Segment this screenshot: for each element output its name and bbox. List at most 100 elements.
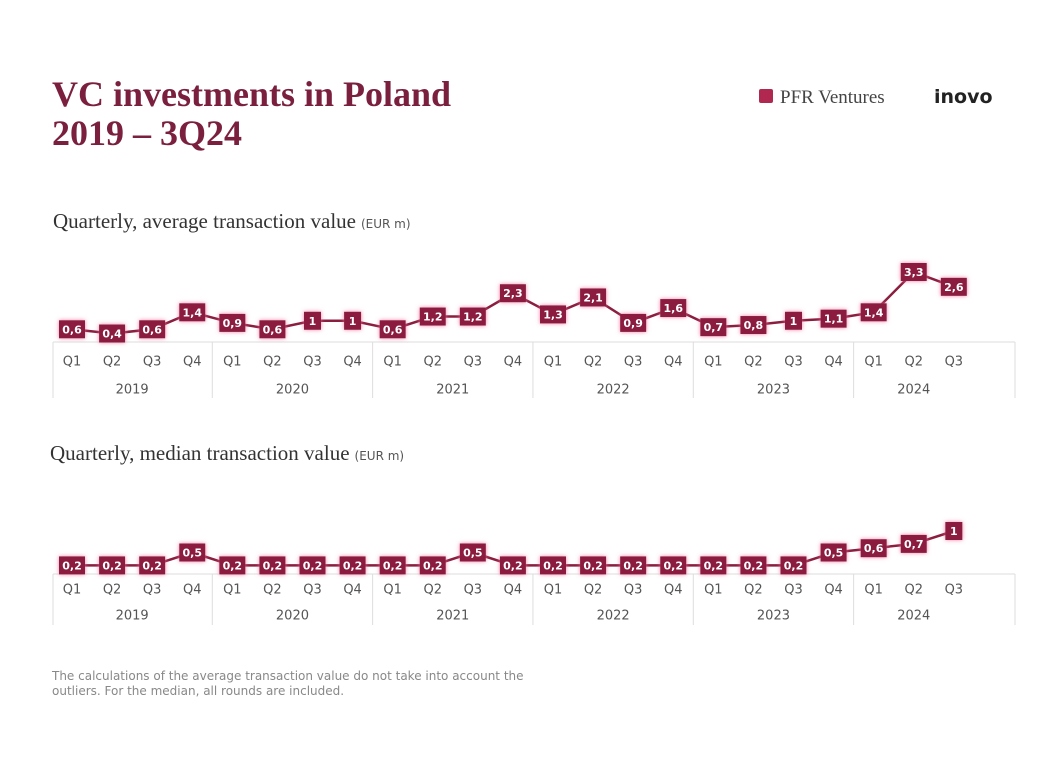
value-label: 0,2 <box>543 559 563 572</box>
value-marker <box>59 320 85 339</box>
value-marker <box>780 556 807 575</box>
quarter-label: Q2 <box>904 355 923 370</box>
value-marker <box>339 556 366 575</box>
value-marker <box>700 318 727 337</box>
value-label: 3,3 <box>904 266 924 279</box>
value-marker <box>419 556 446 575</box>
value-label: 0,2 <box>303 559 323 572</box>
unit: (EUR m) <box>361 217 411 231</box>
value-marker <box>660 299 687 318</box>
value-marker <box>379 556 406 575</box>
quarter-label: Q1 <box>383 583 402 598</box>
year-label: 2020 <box>276 383 309 398</box>
year-label: 2021 <box>436 383 469 398</box>
chart-title: Quarterly, median transaction value (EUR … <box>50 441 404 465</box>
value-label: 0,2 <box>664 559 684 572</box>
year-label: 2024 <box>897 609 930 624</box>
year-label: 2019 <box>116 609 149 624</box>
value-label: 2,1 <box>583 291 603 304</box>
quarter-label: Q2 <box>423 583 442 598</box>
quarter-label: Q4 <box>664 355 683 370</box>
quarter-label: Q1 <box>223 583 242 598</box>
value-marker <box>419 307 446 326</box>
value-label: 1,3 <box>543 308 563 321</box>
value-label: 1,1 <box>824 313 844 326</box>
value-label: 0,6 <box>263 323 283 336</box>
quarter-label: Q2 <box>423 355 442 370</box>
quarter-label: Q3 <box>303 355 322 370</box>
value-label: 0,2 <box>102 559 122 572</box>
value-label: 1,4 <box>864 306 884 319</box>
quarter-label: Q3 <box>784 583 803 598</box>
quarter-label: Q2 <box>263 583 282 598</box>
value-marker <box>740 556 767 575</box>
value-label: 1,6 <box>664 302 684 315</box>
quarter-label: Q1 <box>704 355 723 370</box>
value-marker <box>860 303 887 322</box>
quarter-label: Q1 <box>544 583 563 598</box>
value-marker <box>700 556 727 575</box>
value-marker <box>299 556 326 575</box>
value-marker <box>620 313 647 332</box>
quarter-label: Q3 <box>143 583 162 598</box>
value-label: 2,6 <box>944 281 964 294</box>
year-label: 2023 <box>757 383 790 398</box>
quarter-label: Q1 <box>544 355 563 370</box>
value-marker <box>179 543 206 562</box>
value-label: 0,5 <box>183 547 203 560</box>
page-title: 2019 – 3Q24 <box>52 113 242 153</box>
value-label: 0,6 <box>864 542 884 555</box>
value-label: 1 <box>950 525 958 538</box>
footnote: The calculations of the average transact… <box>51 669 524 698</box>
value-label: 0,6 <box>62 323 82 336</box>
quarter-label: Q3 <box>945 355 964 370</box>
value-marker <box>499 284 526 303</box>
chart-title: Quarterly, average transaction value (EUR… <box>53 209 411 233</box>
value-label: 1 <box>309 315 317 328</box>
value-marker <box>219 556 246 575</box>
quarter-label: Q2 <box>904 583 923 598</box>
year-label: 2019 <box>116 383 149 398</box>
value-marker <box>945 522 963 540</box>
quarter-label: Q3 <box>303 583 322 598</box>
value-marker <box>785 311 802 330</box>
value-label: 0,9 <box>623 317 643 330</box>
page-title: VC investments in Poland <box>52 74 451 114</box>
quarter-label: Q2 <box>103 583 122 598</box>
value-marker <box>660 556 687 575</box>
value-marker <box>820 543 847 562</box>
quarter-label: Q3 <box>624 583 643 598</box>
quarter-label: Q2 <box>584 355 603 370</box>
value-label: 0,2 <box>263 559 283 572</box>
year-label: 2021 <box>436 609 469 624</box>
quarter-label: Q1 <box>63 583 82 598</box>
value-label: 1,2 <box>463 311 483 324</box>
year-label: 2022 <box>597 383 630 398</box>
quarter-label: Q4 <box>824 355 843 370</box>
value-marker <box>179 303 206 322</box>
value-marker <box>900 263 927 281</box>
value-marker <box>59 556 85 575</box>
value-label: 0,2 <box>62 559 82 572</box>
value-label: 1 <box>349 315 357 328</box>
value-marker <box>459 543 486 562</box>
quarter-label: Q4 <box>504 355 523 370</box>
value-marker <box>740 316 767 335</box>
value-label: 0,2 <box>503 559 523 572</box>
quarter-label: Q1 <box>223 355 242 370</box>
value-marker <box>620 556 647 575</box>
value-label: 0,2 <box>744 559 764 572</box>
quarter-label: Q3 <box>143 355 162 370</box>
value-label: 0,7 <box>904 538 924 551</box>
value-label: 0,2 <box>383 559 403 572</box>
value-label: 0,2 <box>784 559 804 572</box>
value-label: 1,2 <box>423 311 443 324</box>
quarter-label: Q2 <box>263 355 282 370</box>
value-label: 0,2 <box>223 559 243 572</box>
quarter-label: Q1 <box>704 583 723 598</box>
quarter-label: Q3 <box>624 355 643 370</box>
value-label: 0,8 <box>744 319 764 332</box>
quarter-label: Q3 <box>464 355 483 370</box>
